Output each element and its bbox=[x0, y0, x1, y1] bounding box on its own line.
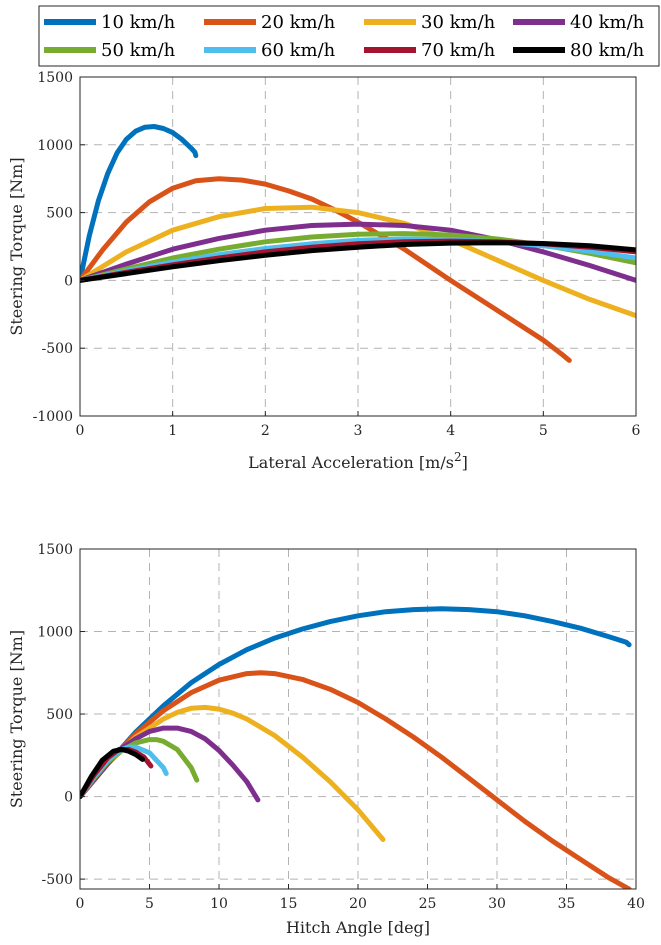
y-tick-label: -500 bbox=[42, 341, 73, 357]
x-tick-label: 15 bbox=[280, 896, 298, 912]
x-tick-label: 25 bbox=[419, 896, 437, 912]
series-line-20-km-h bbox=[80, 176, 572, 363]
series-line-30-km-h bbox=[80, 704, 386, 842]
legend-entry: 10 km/h bbox=[44, 12, 176, 33]
legend-entry: 50 km/h bbox=[44, 40, 176, 61]
y-tick-label: 500 bbox=[46, 707, 73, 723]
series-line-80-km-h bbox=[80, 747, 146, 800]
x-axis-label: Hitch Angle [deg] bbox=[286, 918, 430, 937]
x-tick-label: 0 bbox=[76, 896, 85, 912]
series-line-10-km-h bbox=[80, 606, 632, 800]
legend-label: 40 km/h bbox=[570, 12, 645, 33]
y-axis-label: Steering Torque [Nm] bbox=[7, 630, 26, 808]
legend-label: 70 km/h bbox=[421, 40, 496, 61]
series-line-40-km-h bbox=[80, 221, 636, 283]
x-tick-label: 5 bbox=[539, 423, 548, 439]
x-tick-label: 10 bbox=[210, 896, 228, 912]
y-tick-label: 500 bbox=[46, 206, 73, 222]
x-tick-label: 20 bbox=[349, 896, 367, 912]
y-axis-label: Steering Torque [Nm] bbox=[7, 157, 26, 335]
y-tick-label: -500 bbox=[42, 872, 73, 888]
series-line-30-km-h bbox=[80, 204, 636, 319]
legend-label: 60 km/h bbox=[261, 40, 336, 61]
legend: 10 km/h 20 km/h 30 km/h 40 km/h 50 km/h 60 km… bbox=[38, 5, 660, 67]
legend-entry: 80 km/h bbox=[513, 40, 645, 61]
x-tick-label: 6 bbox=[632, 423, 641, 439]
y-tick-label: 1000 bbox=[37, 625, 73, 641]
legend-label: 30 km/h bbox=[421, 12, 496, 33]
legend-label: 10 km/h bbox=[101, 12, 176, 33]
y-tick-label: 1000 bbox=[37, 138, 73, 154]
legend-label: 50 km/h bbox=[101, 40, 176, 61]
legend-box bbox=[38, 5, 660, 67]
x-tick-label: 35 bbox=[558, 896, 576, 912]
y-tick-label: 0 bbox=[64, 273, 73, 289]
x-tick-label: 3 bbox=[354, 423, 363, 439]
legend-label: 20 km/h bbox=[261, 12, 336, 33]
chart-lateral-acceleration: 0 1 2 3 4 5 6 -1000 -500 0 500 1000 1500 Lateral Acce… bbox=[7, 70, 641, 472]
series-line-20-km-h bbox=[80, 670, 632, 889]
y-tick-label: 1500 bbox=[37, 542, 73, 558]
series-line-80-km-h bbox=[80, 240, 636, 283]
legend-entry: 70 km/h bbox=[364, 40, 496, 61]
x-tick-label: 5 bbox=[145, 896, 154, 912]
x-tick-label: 30 bbox=[488, 896, 506, 912]
x-tick-label: 4 bbox=[446, 423, 455, 439]
x-tick-label: 40 bbox=[627, 896, 645, 912]
x-axis-label: Lateral Acceleration [m/s2] bbox=[248, 450, 468, 472]
x-tick-label: 2 bbox=[261, 423, 270, 439]
x-tick-label: 0 bbox=[76, 423, 85, 439]
y-tick-label: -1000 bbox=[33, 409, 73, 425]
series-group bbox=[80, 124, 636, 363]
legend-label: 80 km/h bbox=[570, 40, 645, 61]
y-tick-label: 0 bbox=[64, 790, 73, 806]
series-line-10-km-h bbox=[80, 124, 199, 283]
legend-entry: 60 km/h bbox=[204, 40, 336, 61]
x-tick-label: 1 bbox=[168, 423, 177, 439]
legend-entry: 30 km/h bbox=[364, 12, 496, 33]
series-group bbox=[80, 606, 632, 889]
legend-entry: 20 km/h bbox=[204, 12, 336, 33]
legend-entry: 40 km/h bbox=[513, 12, 645, 33]
y-tick-label: 1500 bbox=[37, 70, 73, 86]
